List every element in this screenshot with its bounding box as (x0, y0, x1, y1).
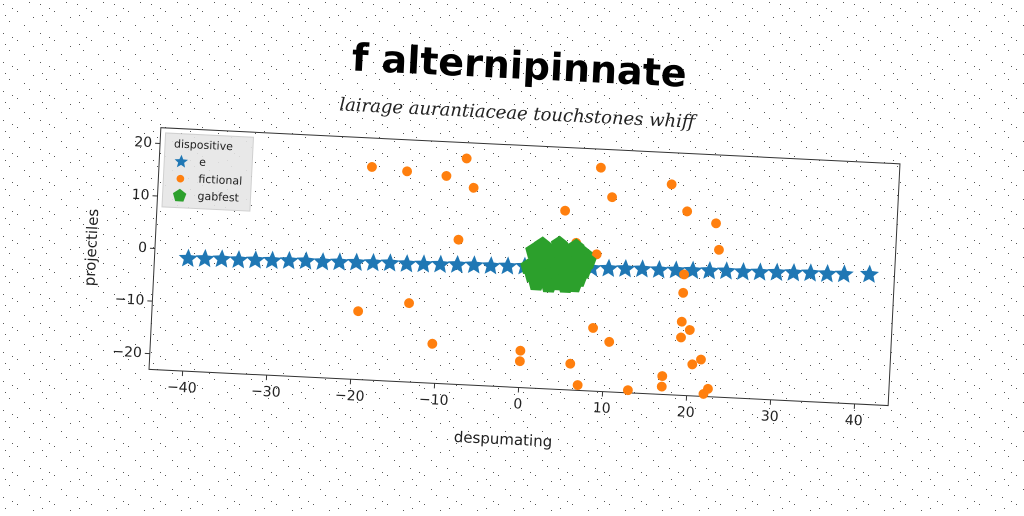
x-tick-label: 30 (760, 408, 779, 425)
x-tick-label: −40 (167, 379, 197, 396)
legend-label: e (199, 156, 207, 169)
y-tick-label: 10 (131, 187, 150, 204)
x-tick-label: 0 (513, 396, 523, 412)
x-tick-label: 10 (592, 400, 611, 417)
y-tick-label: 20 (134, 134, 153, 151)
legend-label: fictional (198, 173, 242, 188)
x-tick-label: −30 (251, 383, 281, 400)
x-tick-label: −10 (419, 392, 449, 409)
legend-label: gabfest (197, 190, 240, 205)
y-tick-label: −10 (114, 291, 144, 308)
y-axis-label: projectiles (81, 208, 103, 286)
y-tick-label: 0 (138, 240, 148, 256)
x-tick-label: 20 (676, 404, 695, 421)
y-tick-label: −20 (112, 344, 142, 361)
x-tick-label: 40 (844, 412, 863, 429)
x-tick-label: −20 (335, 388, 365, 405)
